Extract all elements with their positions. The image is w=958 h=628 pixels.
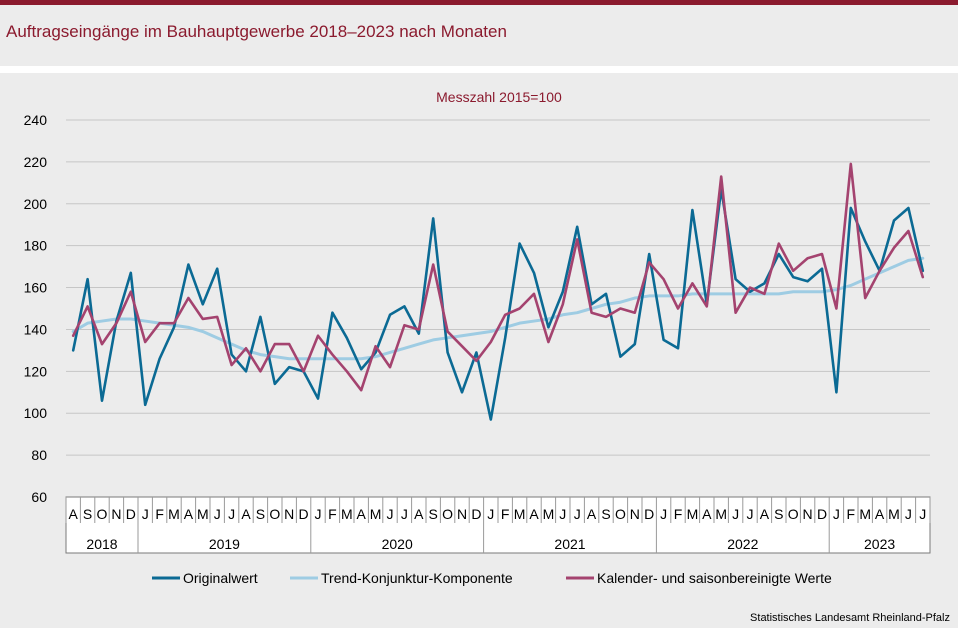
y-tick-label: 220: [24, 154, 48, 170]
x-tick-label: J: [228, 506, 235, 522]
x-tick-label: A: [184, 506, 194, 522]
x-tick-label: J: [905, 506, 912, 522]
year-label: 2022: [727, 536, 758, 552]
x-tick-label: J: [833, 506, 840, 522]
y-tick-label: 240: [24, 112, 48, 128]
x-tick-label: A: [69, 506, 79, 522]
x-tick-label: J: [660, 506, 667, 522]
x-tick-label: J: [315, 506, 322, 522]
x-tick-label: M: [859, 506, 871, 522]
x-tick-label: O: [442, 506, 453, 522]
x-tick-label: M: [687, 506, 699, 522]
x-tick-label: J: [747, 506, 754, 522]
x-tick-label: F: [501, 506, 510, 522]
x-tick-label: M: [341, 506, 353, 522]
x-tick-label: S: [83, 506, 92, 522]
legend-label: Originalwert: [183, 570, 258, 586]
x-tick-label: S: [774, 506, 783, 522]
x-tick-label: A: [587, 506, 597, 522]
x-tick-label: A: [414, 506, 424, 522]
x-tick-label: N: [457, 506, 467, 522]
x-tick-label: N: [803, 506, 813, 522]
x-tick-label: A: [529, 506, 539, 522]
year-label: 2020: [382, 536, 413, 552]
x-tick-label: D: [817, 506, 827, 522]
x-tick-label: M: [197, 506, 209, 522]
x-tick-label: D: [299, 506, 309, 522]
x-tick-label: N: [630, 506, 640, 522]
line-chart: Messzahl 2015=100 60 80 100 120 140 160 180 200…: [24, 89, 931, 586]
series-lines: [71, 162, 925, 421]
y-tick-label: 160: [24, 280, 48, 296]
x-tick-label: O: [788, 506, 799, 522]
x-tick-label: M: [715, 506, 727, 522]
source-note: Statistisches Landesamt Rheinland-Pfalz: [750, 612, 950, 624]
series-line-adjusted: [71, 162, 925, 392]
x-tick-label: F: [847, 506, 856, 522]
y-tick-label: 200: [24, 196, 48, 212]
x-tick-label: M: [168, 506, 180, 522]
x-tick-label: J: [732, 506, 739, 522]
x-tick-label: J: [559, 506, 566, 522]
x-tick-label: D: [126, 506, 136, 522]
legend-item-adjusted: Kalender- und saisonbereinigte Werte: [566, 570, 832, 586]
y-tick-label: 60: [31, 489, 47, 505]
x-tick-label: F: [328, 506, 337, 522]
x-tick-label: S: [256, 506, 265, 522]
y-tick-label: 80: [31, 447, 47, 463]
year-label: 2023: [864, 536, 895, 552]
y-tick-label: 140: [24, 321, 48, 337]
y-tick-label: 180: [24, 238, 48, 254]
y-tick-label: 100: [24, 405, 48, 421]
title-separator: [0, 66, 958, 73]
x-tick-label: J: [387, 506, 394, 522]
legend-item-original: Originalwert: [152, 570, 258, 586]
x-tick-label: O: [269, 506, 280, 522]
x-tick-label: D: [644, 506, 654, 522]
legend: Originalwert Trend-Konjunktur-Komponente K…: [152, 570, 832, 586]
x-tick-label: S: [429, 506, 438, 522]
x-tick-label: S: [601, 506, 610, 522]
year-label: 2018: [86, 536, 117, 552]
x-tick-label: J: [487, 506, 494, 522]
top-accent-bar: [0, 0, 958, 5]
x-tick-label: J: [919, 506, 926, 522]
legend-label: Trend-Konjunktur-Komponente: [321, 570, 513, 586]
x-tick-label: A: [875, 506, 885, 522]
x-tick-label: A: [702, 506, 712, 522]
x-tick-label: N: [284, 506, 294, 522]
y-axis: 60 80 100 120 140 160 180 200 220 240: [24, 112, 48, 505]
x-tick-label: J: [142, 506, 149, 522]
x-tick-label: M: [514, 506, 526, 522]
legend-item-trend: Trend-Konjunktur-Komponente: [290, 570, 513, 586]
year-label: 2021: [554, 536, 585, 552]
x-tick-label: F: [674, 506, 683, 522]
x-tick-label: J: [214, 506, 221, 522]
x-tick-label: M: [888, 506, 900, 522]
x-tick-label: A: [760, 506, 770, 522]
chart-subtitle: Messzahl 2015=100: [436, 89, 562, 105]
series-line-original: [71, 187, 925, 421]
series-line-trend: [71, 256, 925, 361]
x-tick-label: F: [155, 506, 164, 522]
x-tick-label: D: [471, 506, 481, 522]
x-tick-label: O: [97, 506, 108, 522]
x-tick-label: J: [401, 506, 408, 522]
x-tick-label: O: [615, 506, 626, 522]
x-tick-label: A: [241, 506, 251, 522]
x-tick-label: N: [111, 506, 121, 522]
x-tick-label: M: [370, 506, 382, 522]
x-tick-label: A: [357, 506, 367, 522]
page-title: Auftragseingänge im Bauhauptgewerbe 2018…: [6, 22, 507, 41]
legend-label: Kalender- und saisonbereinigte Werte: [597, 570, 832, 586]
x-tick-label: J: [574, 506, 581, 522]
x-tick-label: M: [543, 506, 555, 522]
y-tick-label: 120: [24, 363, 48, 379]
year-label: 2019: [209, 536, 240, 552]
